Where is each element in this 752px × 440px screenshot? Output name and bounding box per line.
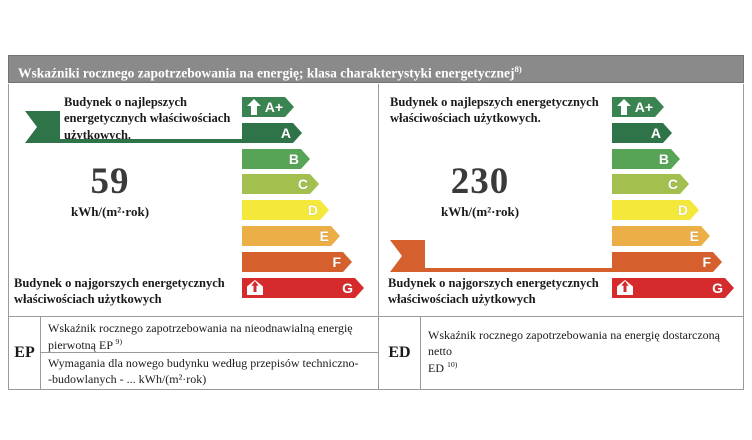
energy-class-letter: C [667,176,678,193]
ep-value-block: 59 kWh/(m²·rok) [25,163,195,220]
energy-class-arrow-C: C [242,174,319,195]
energy-class-arrow-A: A [242,122,302,143]
ep-pointer-flag [25,110,60,143]
ep-value: 59 [90,161,130,202]
ed-label-cell-border [420,316,421,389]
ed-footnote: 10) [447,359,458,369]
energy-class-letter: F [702,253,711,270]
energy-class-letter: G [342,279,353,296]
energy-class-arrow-D: D [612,200,699,221]
footer-bottom-border [8,389,744,390]
section-title-footnote: 8) [514,64,522,74]
panel-divider [378,84,379,390]
energy-class-letter: A+ [264,99,283,115]
ep-description-row1: Wskaźnik rocznego zapotrzebowania na nie… [48,321,353,352]
energy-class-letter: D [677,202,688,219]
ep-footnote: 9) [115,336,123,346]
ed-value: 230 [450,161,510,202]
energy-class-arrow-F: F [612,251,722,272]
ed-value-block: 230 kWh/(m²·rok) [395,163,565,220]
energy-class-arrow-A+: A+ [242,97,294,117]
energy-class-letter: E [319,228,329,244]
ed-indicator-label: ED [388,344,411,361]
energy-class-arrow-A: A [612,122,672,143]
energy-class-arrow-F: F [242,251,352,272]
energy-class-arrow-B: B [242,148,310,169]
ep-indicator-label: EP [14,344,35,361]
ed-pointer-line [422,267,613,272]
ep-pointer-line [57,138,243,143]
outer-border-left [8,84,9,390]
footer-top-border [8,316,744,317]
energy-class-letter: F [332,253,341,270]
energy-class-letter: C [297,176,308,193]
ed-description-row: Wskaźnik rocznego zapotrzebowania na ene… [428,328,720,375]
energy-class-letter: A [280,124,291,141]
ed-unit: kWh/(m²·rok) [440,204,520,219]
energy-class-arrow-C: C [612,174,689,195]
energy-class-letter: A [650,124,661,141]
energy-class-arrow-B: B [612,148,680,169]
energy-class-arrow-G: G [612,277,734,298]
energy-class-arrow-A+: A+ [612,97,664,117]
energy-class-letter: E [689,228,699,244]
outer-border-right [743,84,744,390]
ed-worst-building-text: Budynek o najgorszych energetycznych wła… [388,276,599,307]
section-title: Wskaźniki rocznego zapotrzebowania na en… [18,65,515,81]
section-header-bar: Wskaźniki rocznego zapotrzebowania na en… [8,55,744,83]
ep-row-divider [41,352,378,353]
ep-unit: kWh/(m²·rok) [70,204,150,219]
energy-class-letter: G [712,279,723,296]
ed-pointer-flag [390,239,425,272]
ed-best-building-text: Budynek o najlepszych energetycznych wła… [390,95,599,126]
energy-class-arrow-G: G [242,277,364,298]
energy-class-letter: B [288,150,299,167]
energy-class-letter: A+ [634,99,653,115]
ep-description-row2: Wymagania dla nowego budynku według prze… [48,356,359,386]
energy-class-letter: B [658,150,669,167]
ep-best-building-text: Budynek o najlepszych energetycznych wła… [64,95,231,142]
energy-class-arrow-E: E [612,226,710,246]
energy-class-arrow-D: D [242,200,329,221]
ep-worst-building-text: Budynek o najgorszych energetycznych wła… [14,276,225,307]
energy-class-arrow-E: E [242,226,340,246]
ep-label-cell-border [40,316,41,389]
energy-class-letter: D [307,202,318,219]
